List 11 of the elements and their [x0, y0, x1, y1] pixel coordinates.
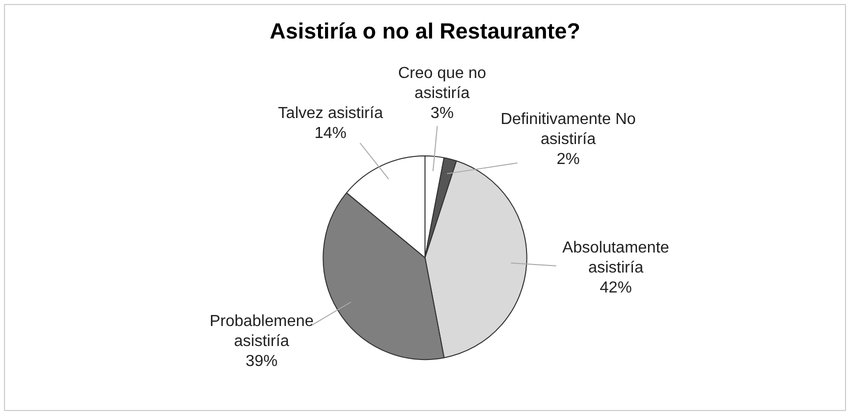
- data-label: 39%: [246, 352, 278, 370]
- slice-label: Absolutamente asistiría: [562, 239, 670, 276]
- data-label: 2%: [556, 150, 580, 168]
- data-label: 3%: [430, 105, 454, 122]
- slice-label: Creo que no asistiría: [398, 65, 486, 102]
- data-label: 14%: [314, 124, 347, 142]
- slice-label: Probablemene asistiría: [210, 312, 314, 350]
- chart-title: Asistiría o no al Restaurante?: [270, 18, 580, 44]
- slice-label: Talvez asistiría: [278, 104, 384, 122]
- data-label: 42%: [600, 279, 632, 296]
- slice-label: Definitivamente No asistiría: [500, 110, 636, 148]
